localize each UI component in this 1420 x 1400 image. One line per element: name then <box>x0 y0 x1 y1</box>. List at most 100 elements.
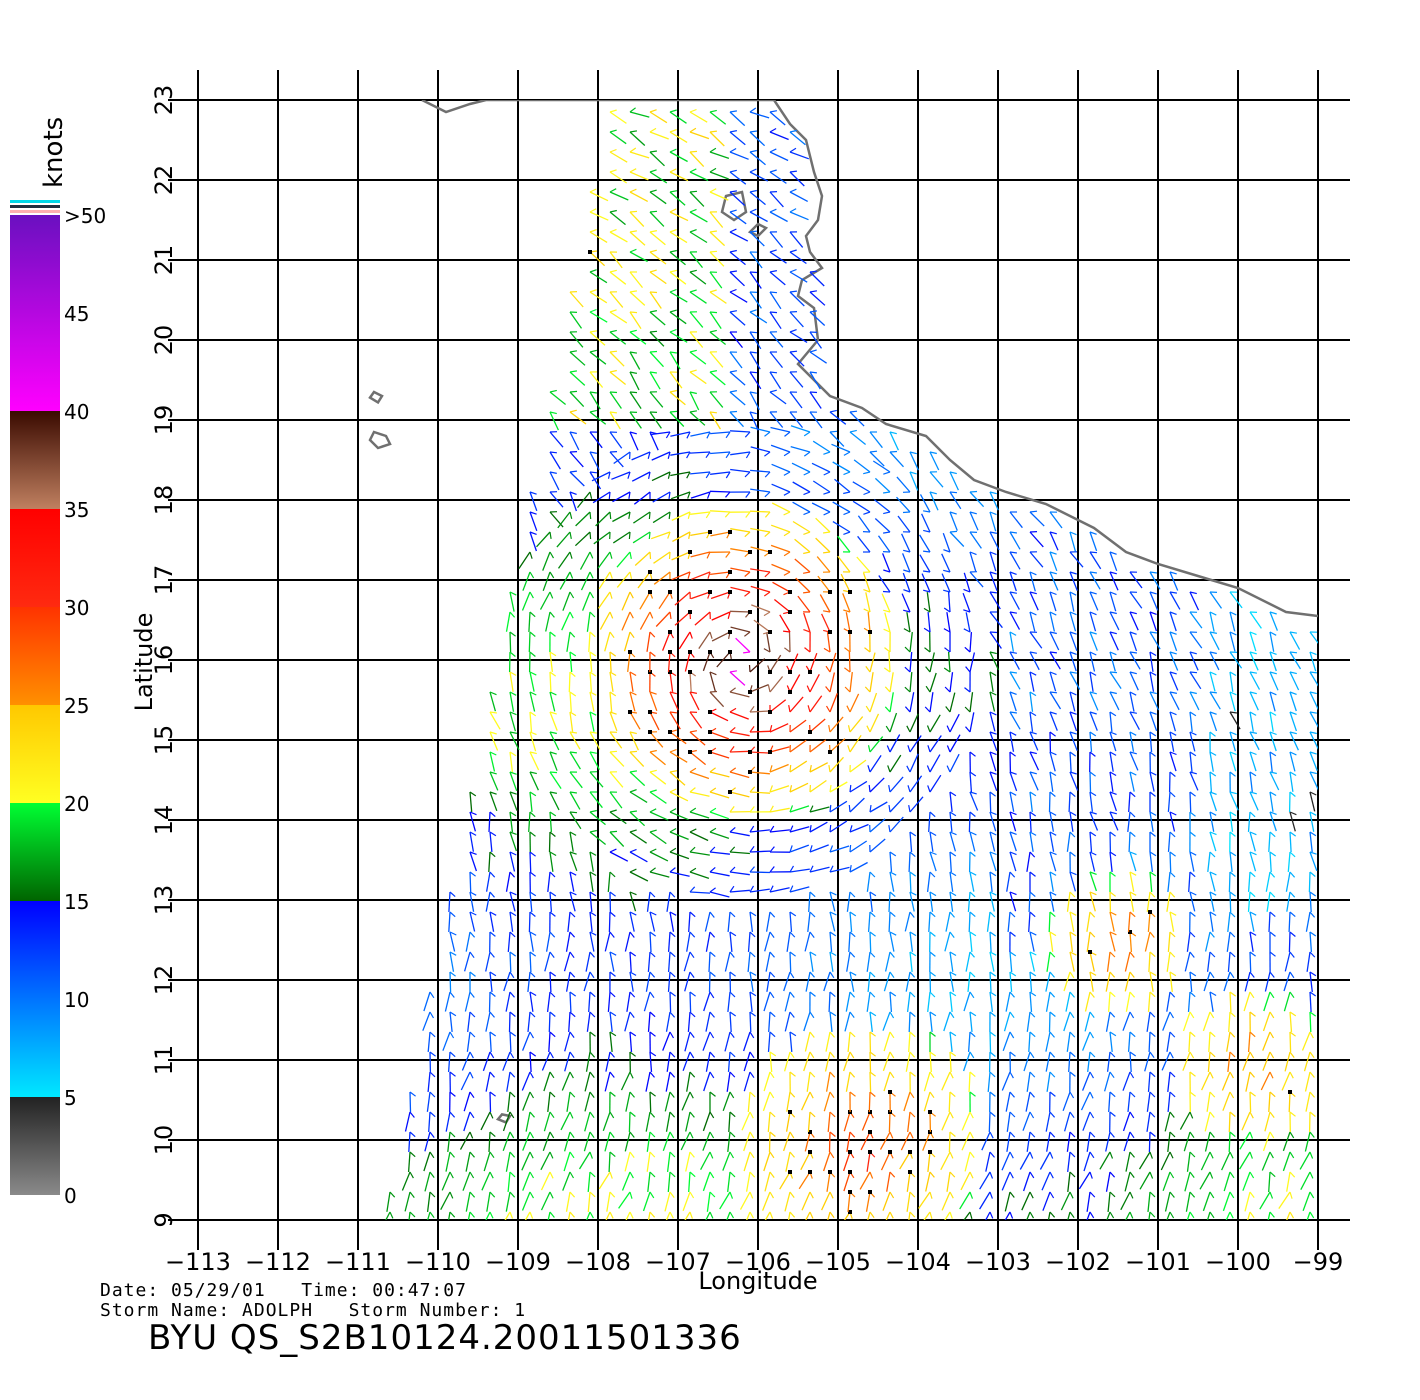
wind-barb-1062 <box>1209 751 1217 756</box>
wind-barb-539 <box>1129 991 1136 998</box>
wind-vector-1038 <box>729 750 751 753</box>
wind-barb-845 <box>1129 851 1137 856</box>
wind-barb-29 <box>969 1211 973 1219</box>
wind-vector-800 <box>1089 871 1098 892</box>
wind-barb-858 <box>529 831 536 837</box>
wind-vector-1711 <box>769 251 787 264</box>
wind-vector-798 <box>1049 871 1054 892</box>
wind-vector-1537 <box>569 471 585 487</box>
wind-vector-318 <box>1206 1091 1211 1112</box>
wind-vector-1705 <box>649 251 667 265</box>
wind-barb-1067 <box>1309 751 1317 755</box>
wind-vector-414 <box>427 1031 431 1052</box>
wind-barb-987 <box>549 771 558 774</box>
wind-vector-629 <box>1166 951 1171 972</box>
wind-vector-588 <box>1223 971 1231 992</box>
wind-barb-680 <box>1309 931 1317 937</box>
wind-barb-1758 <box>649 150 657 153</box>
wind-vector-1084 <box>809 718 826 733</box>
wind-barb-715 <box>1129 911 1136 918</box>
wind-barb-654 <box>789 931 796 938</box>
wind-barb-492 <box>1089 1011 1095 1018</box>
rain-flag-1373 <box>848 590 852 594</box>
wind-barb-197 <box>629 1131 635 1138</box>
wind-vector-1290 <box>779 614 791 633</box>
wind-barb-1629 <box>649 371 657 374</box>
wind-barb-1755 <box>789 170 797 173</box>
wind-barb-112 <box>769 1171 775 1178</box>
wind-vector-927 <box>1049 811 1055 832</box>
wind-vector-776 <box>607 871 611 892</box>
wind-vector-1086 <box>849 716 864 733</box>
wind-vector-1181 <box>1069 691 1076 712</box>
wind-barb-1505 <box>922 510 931 513</box>
wind-vector-472 <box>687 1011 691 1032</box>
wind-vector-45 <box>1286 1211 1291 1220</box>
wind-vector-1343 <box>1029 611 1036 632</box>
wind-vector-1157 <box>589 691 595 712</box>
wind-vector-829 <box>809 844 829 853</box>
wind-barb-983 <box>1309 791 1317 796</box>
wind-barb-1349 <box>1149 611 1157 615</box>
wind-barb-856 <box>489 831 497 837</box>
wind-barb-1567 <box>745 451 751 459</box>
wind-vector-806 <box>1209 871 1216 892</box>
wind-barb-961 <box>868 784 871 793</box>
rain-flag-1246 <box>728 650 732 654</box>
wind-vector-1165 <box>749 683 769 693</box>
wind-vector-143 <box>465 1151 471 1172</box>
wind-barb-1097 <box>1069 731 1077 735</box>
wind-barb-193 <box>549 1131 555 1139</box>
wind-barb-409 <box>1229 1051 1236 1058</box>
wind-barb-284 <box>529 1091 535 1099</box>
wind-vector-1422 <box>1109 571 1119 591</box>
wind-barb-301 <box>869 1091 876 1097</box>
wind-barb-1169 <box>825 686 831 693</box>
wind-barb-1025 <box>1309 771 1317 775</box>
wind-barb-92 <box>1289 1191 1293 1199</box>
wind-barb-976 <box>1169 791 1176 798</box>
wind-barb-692 <box>669 911 677 916</box>
wind-barb-678 <box>1269 931 1276 937</box>
wind-vector-240 <box>560 1111 571 1131</box>
wind-vector-1461 <box>612 531 631 544</box>
wind-barb-1127 <box>825 705 831 713</box>
wind-barb-1717 <box>669 229 677 233</box>
wind-barb-1506 <box>949 511 957 515</box>
wind-vector-1529 <box>852 481 871 493</box>
wind-vector-704 <box>904 911 911 932</box>
wind-barb-413 <box>1309 1051 1315 1059</box>
wind-barb-1007 <box>946 765 951 773</box>
wind-barb-416 <box>469 1031 476 1038</box>
wind-barb-955 <box>749 786 756 793</box>
wind-barb-714 <box>1109 911 1117 916</box>
wind-barb-275 <box>1269 1111 1275 1118</box>
wind-barb-882 <box>1009 831 1017 835</box>
wind-vector-1299 <box>965 612 971 633</box>
wind-barb-993 <box>669 770 678 773</box>
wind-vector-857 <box>509 831 518 852</box>
wind-vector-553 <box>527 971 531 992</box>
wind-vector-1044 <box>849 734 862 753</box>
wind-vector-1767 <box>629 131 646 146</box>
rain-flag-258 <box>928 1110 932 1114</box>
wind-vector-546 <box>1263 991 1271 1012</box>
wind-vector-1598 <box>609 411 621 430</box>
wind-barb-1760 <box>689 150 698 153</box>
wind-vector-157 <box>743 1151 751 1172</box>
wind-barb-276 <box>1289 1111 1296 1117</box>
wind-barb-1514 <box>569 491 577 495</box>
wind-barb-1729 <box>689 208 697 213</box>
wind-barb-467 <box>589 1011 596 1018</box>
wind-barb-1051 <box>989 751 997 756</box>
wind-barb-874 <box>849 825 853 833</box>
wind-barb-1264 <box>1089 651 1097 656</box>
wind-vector-821 <box>649 851 669 862</box>
wind-vector-456 <box>1262 1031 1271 1051</box>
wind-barb-1139 <box>1069 711 1077 715</box>
wind-barb-196 <box>609 1131 615 1138</box>
wind-vector-1193 <box>1309 691 1318 711</box>
wind-vector-908 <box>669 811 689 821</box>
wind-vector-1659 <box>729 331 744 349</box>
wind-vector-86 <box>1164 1191 1171 1212</box>
